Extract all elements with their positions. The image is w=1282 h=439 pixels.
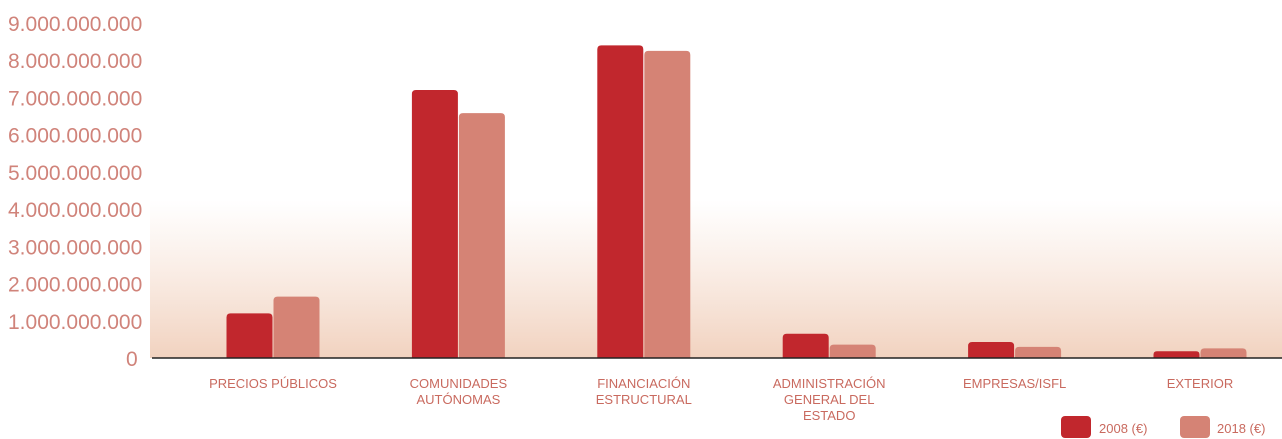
bar-2008-cat-3 (782, 333, 829, 358)
bar-2018-cat-4 (1015, 346, 1062, 358)
bar-2018-cat-1 (458, 113, 505, 358)
y-axis-labels: 0 1.000.000.000 2.000.000.000 3.000.000.000… (8, 13, 142, 371)
legend-swatch-2018 (1180, 416, 1210, 438)
x-tick-label: ESTRUCTURAL (596, 392, 692, 407)
y-tick-label: 4.000.000.000 (8, 199, 142, 222)
bar-2018-cat-3 (829, 344, 876, 358)
y-tick-label: 8.000.000.000 (8, 50, 142, 73)
y-tick-label: 5.000.000.000 (8, 162, 142, 185)
legend-swatch-2008 (1061, 416, 1091, 438)
bar-2008-cat-2 (597, 45, 644, 358)
y-tick-label: 0 (126, 348, 138, 371)
legend-label-2018: 2018 (€) (1217, 421, 1265, 436)
plot-background-gradient (150, 200, 1282, 358)
x-tick-label: PRECIOS PÚBLICOS (209, 376, 337, 391)
bar-2008-cat-1 (411, 90, 458, 358)
bar-2018-cat-5 (1200, 348, 1247, 358)
x-tick-label: GENERAL DEL (784, 392, 875, 407)
y-tick-label: 7.000.000.000 (8, 87, 142, 110)
bar-2018-cat-0 (273, 296, 320, 358)
x-tick-label: EXTERIOR (1167, 376, 1233, 391)
bar-2008-cat-0 (226, 313, 273, 358)
x-tick-label: AUTÓNOMAS (417, 392, 501, 407)
bar-2008-cat-4 (968, 341, 1015, 358)
y-tick-label: 9.000.000.000 (8, 13, 142, 36)
x-tick-label: ESTADO (803, 408, 856, 423)
y-tick-label: 2.000.000.000 (8, 274, 142, 297)
x-tick-label: EMPRESAS/ISFL (963, 376, 1066, 391)
x-tick-label: FINANCIACIÓN (597, 376, 690, 391)
y-tick-label: 3.000.000.000 (8, 236, 142, 259)
bar-2008-cat-5 (1153, 351, 1200, 358)
x-tick-label: COMUNIDADES (410, 376, 508, 391)
y-tick-label: 1.000.000.000 (8, 311, 142, 334)
x-tick-label: ADMINISTRACIÓN (773, 376, 886, 391)
bar-2018-cat-2 (644, 50, 691, 359)
y-tick-label: 6.000.000.000 (8, 125, 142, 148)
legend-label-2008: 2008 (€) (1099, 421, 1147, 436)
bars (226, 45, 1247, 359)
legend: 2008 (€) 2018 (€) (1061, 416, 1265, 438)
